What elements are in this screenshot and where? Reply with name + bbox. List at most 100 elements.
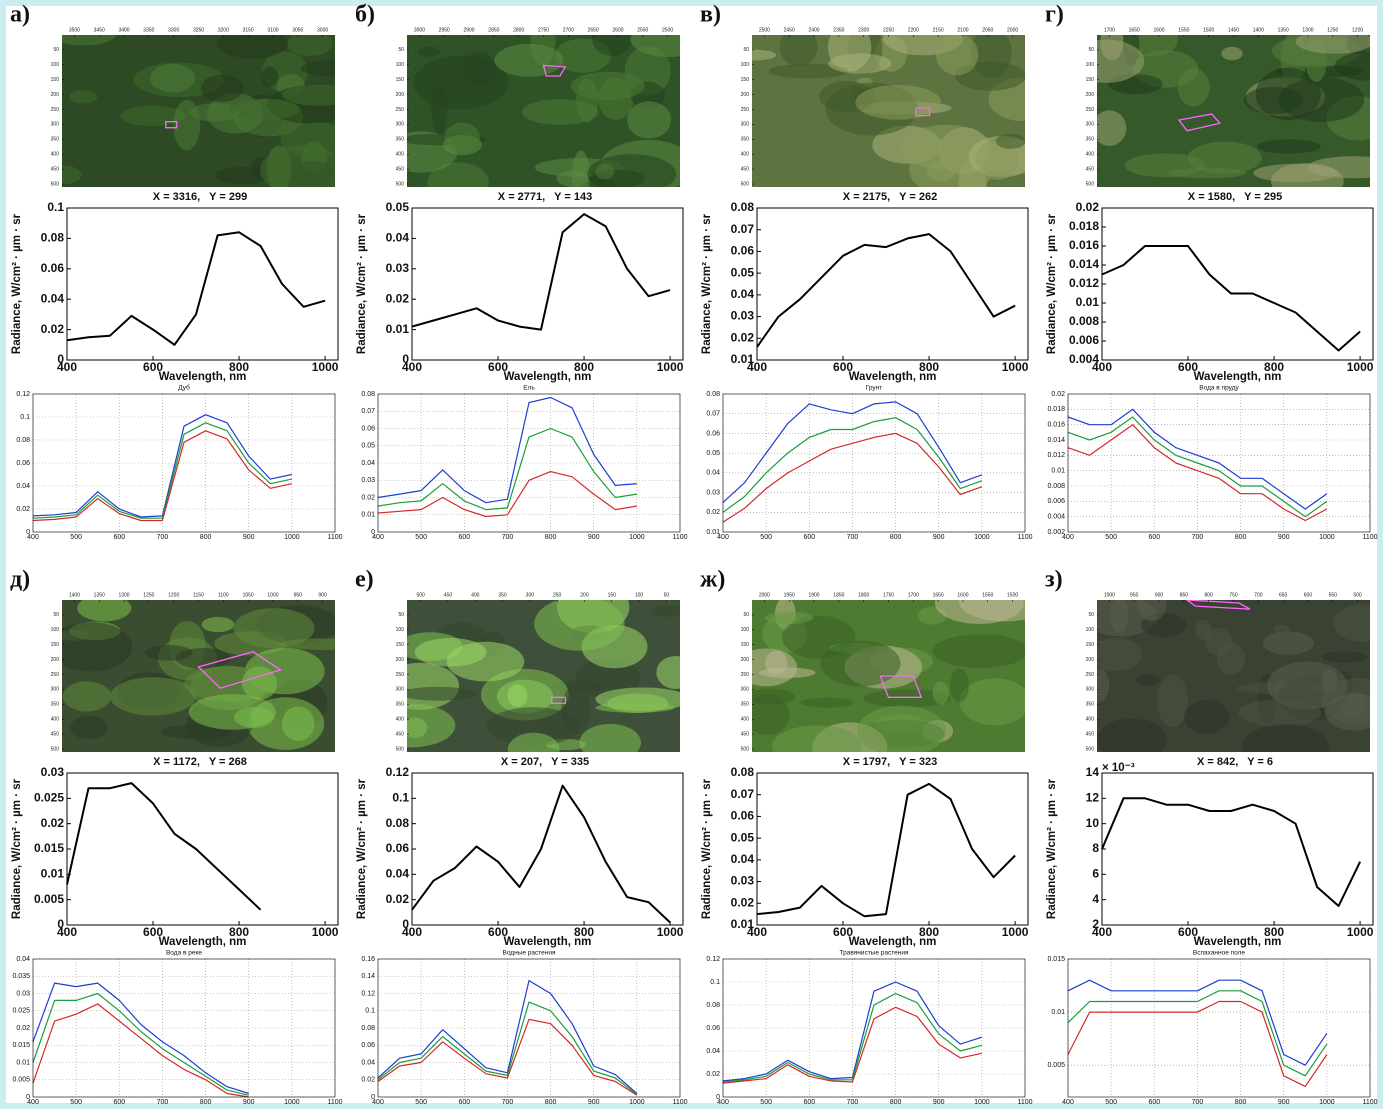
panel-label: з) <box>1045 567 1063 593</box>
image-x-tick-label: 2850 <box>488 27 499 33</box>
y-tick-label: 0.08 <box>41 231 65 245</box>
plot-frame <box>1067 393 1371 533</box>
chart-title: Водные растения <box>502 950 556 957</box>
spectrum-line <box>66 231 326 346</box>
y-tick-label: 0.008 <box>1069 314 1099 328</box>
chart-title: Вспаханное поле <box>1193 950 1246 957</box>
y-tick-label: 0.03 <box>706 489 720 496</box>
image-x-tick-label: 2700 <box>563 27 574 33</box>
y-tick-label: 0.035 <box>12 973 30 980</box>
chart-title: Ель <box>523 385 535 392</box>
image-texture <box>77 600 132 622</box>
image-texture <box>752 694 790 736</box>
y-tick-label: 8 <box>1092 841 1099 855</box>
image-texture <box>1124 153 1206 178</box>
image-texture <box>144 645 193 661</box>
image-texture <box>1324 693 1370 731</box>
image-texture <box>62 622 133 672</box>
y-tick-label: 0.06 <box>731 809 755 823</box>
x-tick-label: 600 <box>113 1099 125 1106</box>
x-tick-label: 900 <box>933 1099 945 1106</box>
x-tick-label: 800 <box>200 1099 212 1106</box>
y-tick-label: 0.016 <box>1069 238 1099 252</box>
image-x-tick-label: 200 <box>580 592 589 598</box>
panel-label: д) <box>10 567 30 593</box>
image-x-tick-label: 1200 <box>1352 27 1363 33</box>
y-tick-label: 0.002 <box>1047 529 1065 536</box>
y-axis-label: Radiance, W/cm² · µm · sr <box>1046 213 1058 354</box>
spectrum-line <box>377 396 637 504</box>
x-axis-label: Wavelength, nm <box>159 936 247 948</box>
y-tick-label: 0.01 <box>1076 295 1100 309</box>
x-tick-label: 800 <box>574 360 594 374</box>
spectrum-line <box>411 784 671 924</box>
x-tick-label: 700 <box>157 534 169 541</box>
x-tick-label: 800 <box>919 925 939 939</box>
image-y-tick-label: 250 <box>396 672 405 678</box>
y-tick-label: 0.015 <box>34 841 64 855</box>
spectrum-line <box>756 233 1016 348</box>
y-tick-label: 0.05 <box>706 450 720 457</box>
plot-frame <box>411 772 684 926</box>
y-axis-label: Radiance, W/cm² · µm · sr <box>11 213 23 354</box>
image-texture <box>173 99 201 151</box>
x-tick-label: 400 <box>747 925 767 939</box>
y-tick-label: 0 <box>57 917 64 931</box>
x-tick-label: 400 <box>1062 1099 1074 1106</box>
plot-frame <box>1101 207 1374 361</box>
aerial-image <box>407 35 680 187</box>
x-tick-label: 400 <box>27 1099 39 1106</box>
y-tick-label: 0.01 <box>16 1059 30 1066</box>
x-tick-label: 1000 <box>1002 925 1029 939</box>
y-tick-label: 0.05 <box>386 200 410 214</box>
y-tick-label: 0.08 <box>16 437 30 444</box>
image-y-tick-label: 250 <box>741 672 750 678</box>
y-tick-label: 0.02 <box>1051 391 1065 398</box>
image-x-tick-label: 600 <box>1304 592 1313 598</box>
image-x-tick-label: 100 <box>635 592 644 598</box>
x-tick-label: 400 <box>402 925 422 939</box>
image-texture <box>971 35 1012 78</box>
y-tick-label: 0.02 <box>386 892 410 906</box>
image-x-tick-label: 2550 <box>637 27 648 33</box>
coordinates: X = 3316, Y = 299 <box>153 191 247 203</box>
x-axis-label: Wavelength, nm <box>159 371 247 383</box>
plot-frame <box>1101 772 1374 926</box>
image-y-tick-label: 250 <box>1086 672 1095 678</box>
image-x-tick-label: 650 <box>1279 592 1288 598</box>
image-x-tick-label: 1000 <box>267 592 278 598</box>
y-tick-label: 0.04 <box>361 1059 375 1066</box>
spectrum-line <box>32 422 293 519</box>
spectrum-line <box>722 432 983 523</box>
spectrum-line <box>377 980 638 1094</box>
image-texture <box>407 686 477 701</box>
image-x-tick-label: 2100 <box>957 27 968 33</box>
image-y-tick-label: 350 <box>1086 702 1095 708</box>
x-tick-label: 1000 <box>974 1099 990 1106</box>
image-y-tick-label: 200 <box>741 92 750 98</box>
y-tick-label: 0.015 <box>1047 956 1065 963</box>
image-texture <box>764 611 814 624</box>
image-texture <box>1221 46 1243 61</box>
plot-frame <box>1067 958 1371 1098</box>
image-y-tick-label: 500 <box>741 746 750 752</box>
image-y-tick-label: 500 <box>1086 181 1095 187</box>
image-texture <box>287 35 333 56</box>
image-texture <box>556 170 588 187</box>
y-tick-label: 0.03 <box>361 477 375 484</box>
image-x-tick-label: 2450 <box>784 27 795 33</box>
y-tick-label: 0.07 <box>706 411 720 418</box>
x-tick-label: 800 <box>1264 360 1284 374</box>
x-tick-label: 600 <box>488 360 508 374</box>
image-texture <box>281 706 315 742</box>
x-tick-label: 700 <box>1192 1099 1204 1106</box>
image-x-tick-label: 3350 <box>143 27 154 33</box>
y-tick-label: 0.08 <box>706 391 720 398</box>
x-tick-label: 600 <box>1178 925 1198 939</box>
chart-title: Грунт <box>866 385 883 392</box>
x-tick-label: 800 <box>574 925 594 939</box>
image-x-tick-label: 3500 <box>69 27 80 33</box>
y-tick-label: 0.1 <box>20 414 30 421</box>
x-tick-label: 1000 <box>657 360 684 374</box>
image-texture <box>579 723 642 752</box>
